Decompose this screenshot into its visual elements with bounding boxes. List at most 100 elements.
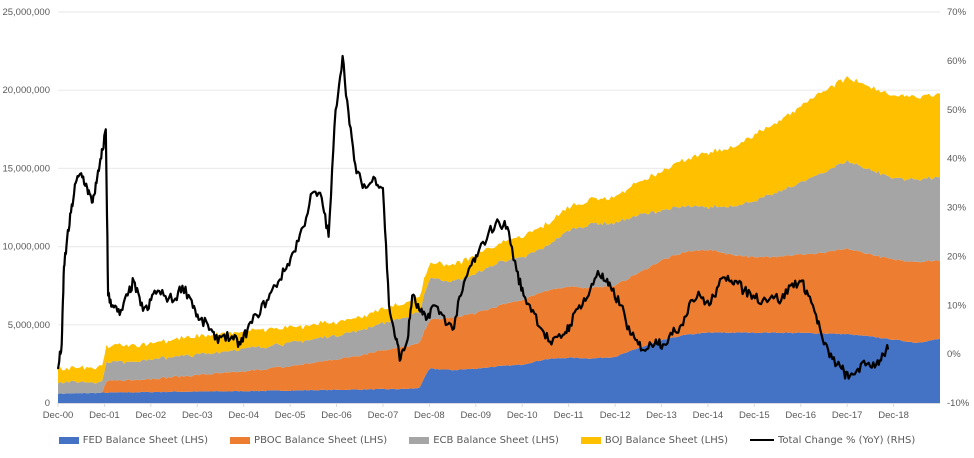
line-point — [432, 304, 434, 306]
line-point — [418, 309, 420, 311]
line-point — [140, 304, 142, 306]
line-point — [274, 285, 276, 287]
line-point — [80, 172, 82, 174]
line-point — [154, 290, 156, 292]
line-point — [578, 304, 580, 306]
area-fed — [58, 332, 940, 403]
line-point — [806, 290, 808, 292]
line-point — [382, 187, 384, 189]
line-point — [119, 314, 121, 316]
line-point — [727, 275, 729, 277]
y-tick-label: 10,000,000 — [2, 242, 50, 253]
line-point — [498, 221, 500, 223]
x-tick-label: Dec-14 — [693, 410, 724, 421]
line-point — [866, 363, 868, 365]
line-point — [762, 299, 764, 301]
total-change-line-icon — [750, 439, 774, 441]
legend-item-ecb[interactable]: ECB Balance Sheet (LHS) — [409, 435, 559, 446]
legend-item-boj[interactable]: BOJ Balance Sheet (LHS) — [580, 434, 728, 446]
line-point — [562, 334, 564, 336]
x-tick-label: Dec-05 — [275, 410, 306, 421]
legend-label-pboc: PBOC Balance Sheet (LHS) — [254, 434, 388, 446]
line-point — [65, 246, 67, 248]
x-tick-label: Dec-16 — [785, 410, 816, 421]
y2-tick-label: -10% — [947, 398, 970, 409]
line-point — [680, 324, 683, 326]
line-point — [112, 304, 114, 306]
line-point — [335, 109, 337, 111]
y2-tick-label: 70% — [947, 7, 967, 18]
right-axis-ticks: -10% 0% 10% 20% 30% 40% 50% 60% 70% — [947, 7, 970, 409]
line-point — [246, 329, 248, 331]
line-point — [550, 343, 553, 345]
line-point — [460, 294, 462, 297]
line-point — [365, 187, 367, 189]
line-point — [690, 299, 692, 301]
line-point — [214, 338, 216, 341]
line-point — [57, 368, 59, 370]
ecb-swatch-icon — [409, 436, 430, 444]
line-point — [411, 294, 413, 297]
line-point — [232, 338, 235, 341]
line-point — [469, 265, 471, 267]
line-point — [311, 192, 313, 194]
line-point — [875, 363, 878, 365]
line-point — [100, 158, 102, 160]
pboc-swatch-icon — [230, 436, 251, 444]
line-point — [407, 338, 409, 341]
legend: FED Balance Sheet (LHS) PBOC Balance She… — [0, 430, 974, 450]
line-point — [532, 309, 534, 311]
y2-tick-label: 0% — [947, 349, 961, 360]
x-tick-label: Dec-17 — [832, 410, 863, 421]
line-point — [395, 338, 397, 341]
line-point — [523, 294, 525, 297]
line-point — [646, 348, 648, 350]
line-point — [887, 348, 889, 350]
y2-tick-label: 60% — [947, 56, 967, 67]
x-tick-label: Dec-08 — [414, 410, 445, 421]
line-point — [105, 128, 107, 130]
y2-tick-label: 40% — [947, 154, 967, 165]
line-point — [441, 314, 443, 316]
line-point — [671, 334, 673, 336]
legend-item-total-change[interactable]: Total Change % (YoY) (RHS) — [750, 435, 915, 446]
line-point — [207, 324, 209, 326]
line-point — [771, 294, 773, 297]
line-point — [266, 299, 268, 301]
line-point — [629, 334, 632, 336]
legend-item-fed[interactable]: FED Balance Sheet (LHS) — [58, 434, 209, 446]
line-point — [506, 226, 508, 228]
balance-sheet-chart: 0 5,000,000 10,000,000 15,000,000 20,000,000… — [2, 7, 970, 421]
y2-tick-label: 20% — [947, 251, 967, 262]
line-point — [476, 255, 478, 257]
area-ecb — [58, 159, 940, 395]
line-point — [283, 270, 286, 272]
line-point — [91, 202, 93, 204]
x-tick-label: Dec-13 — [646, 410, 677, 421]
left-axis-ticks: 0 5,000,000 10,000,000 15,000,000 20,000,000… — [2, 7, 50, 409]
legend-label-boj: BOJ Balance Sheet (LHS) — [604, 434, 728, 446]
x-tick-label: Dec-15 — [739, 410, 770, 421]
line-point — [293, 250, 295, 253]
stacked-areas — [58, 76, 940, 403]
y-tick-label: 20,000,000 — [2, 85, 50, 96]
x-tick-label: Dec-11 — [554, 410, 584, 421]
x-tick-label: Dec-03 — [182, 410, 213, 421]
line-point — [588, 294, 590, 297]
x-tick-label: Dec-00 — [43, 410, 74, 421]
legend-label-fed: FED Balance Sheet (LHS) — [82, 434, 209, 446]
line-point — [107, 294, 109, 297]
line-point — [882, 353, 885, 355]
line-point — [86, 187, 88, 189]
line-point — [823, 343, 825, 345]
line-point — [321, 197, 323, 199]
y-tick-label: 0 — [45, 398, 50, 409]
line-point — [662, 343, 664, 345]
line-point — [516, 270, 518, 272]
y-tick-label: 15,000,000 — [2, 163, 50, 174]
line-point — [637, 343, 639, 345]
legend-item-pboc[interactable]: PBOC Balance Sheet (LHS) — [230, 435, 387, 446]
line-point — [133, 280, 135, 282]
line-point — [699, 294, 701, 297]
line-point — [342, 55, 344, 57]
